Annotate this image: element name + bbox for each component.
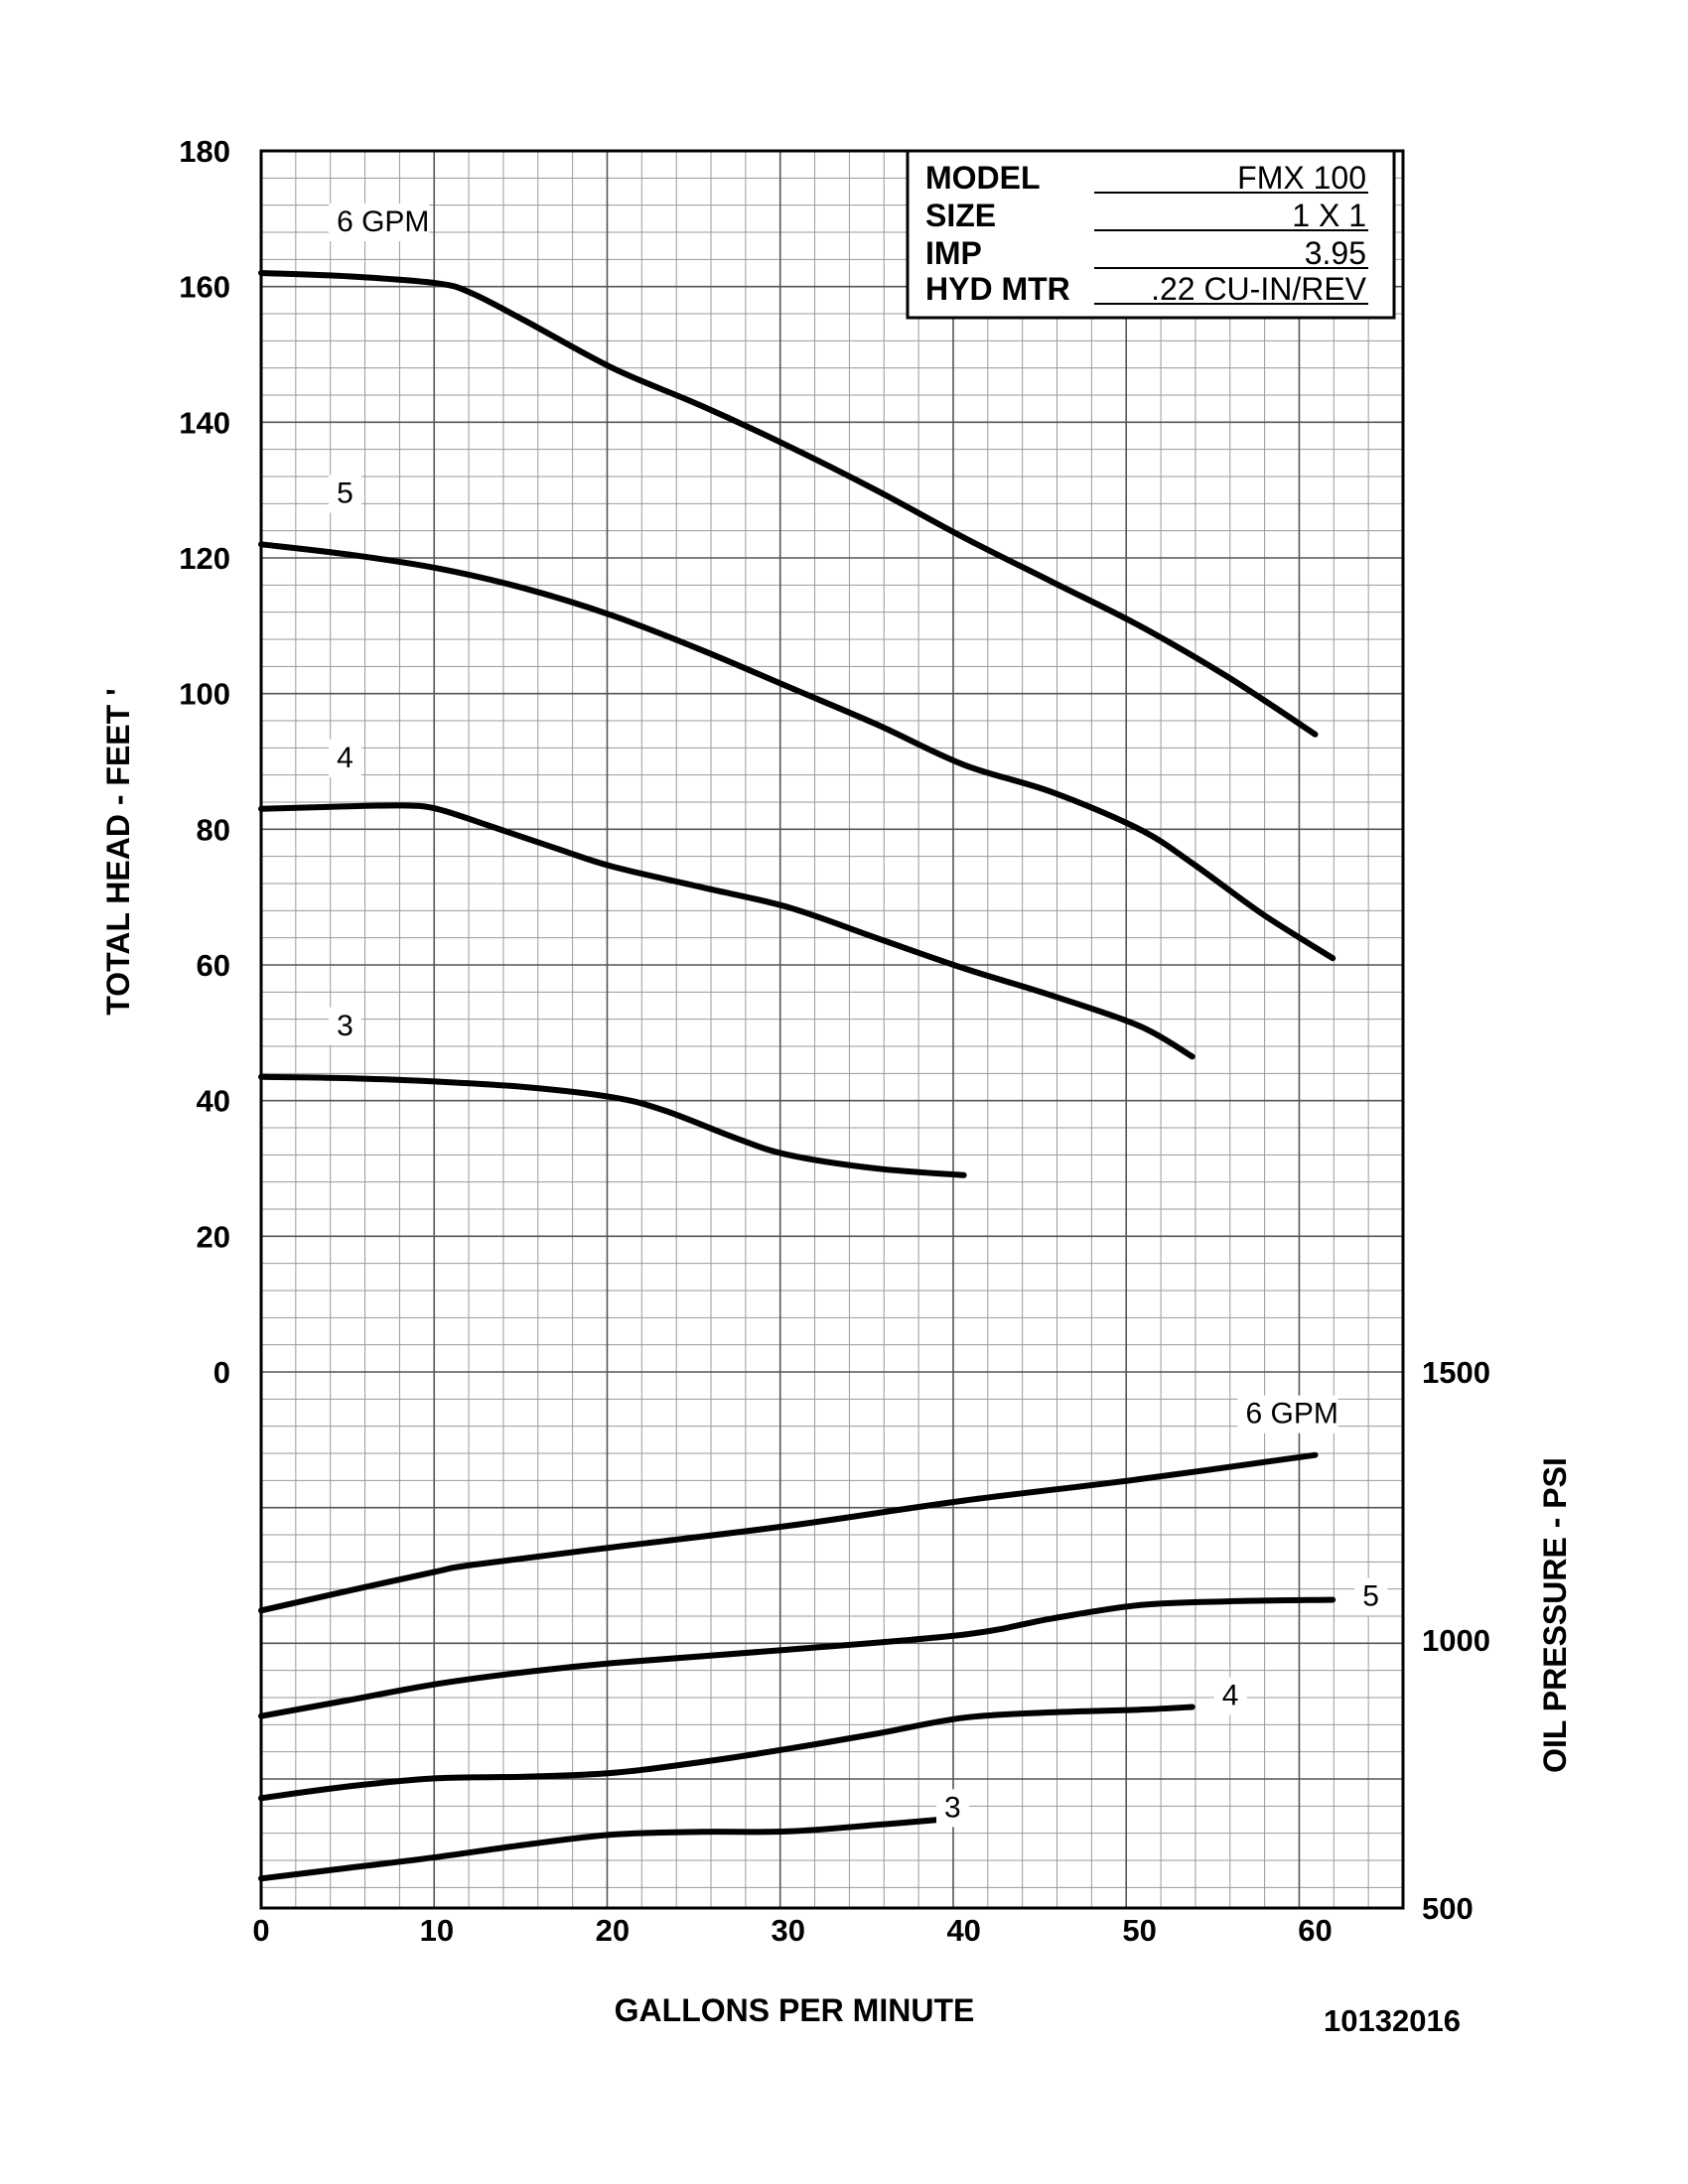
x-tick-label: 20 — [596, 1913, 630, 1948]
head-tick-label: 180 — [179, 134, 230, 169]
head-tick-label: 120 — [179, 541, 230, 576]
head-curve-label-4: 3 — [337, 1010, 353, 1042]
head-axis-title: TOTAL HEAD - FEET ' — [100, 688, 136, 1015]
head-curve-label-3: 4 — [337, 742, 353, 774]
head-tick-label: 80 — [197, 812, 230, 847]
spec-size-value: 1 X 1 — [1292, 198, 1366, 233]
pressure-curve-4 — [258, 1816, 949, 1882]
pressure-curve-label-4: 3 — [944, 1791, 961, 1824]
spec-imp-value: 3.95 — [1305, 235, 1366, 271]
head-tick-label: 140 — [179, 405, 230, 440]
pressure-curve-label-1-bg — [1237, 1395, 1338, 1433]
pressure-curve-label-2-bg — [1354, 1577, 1388, 1616]
head-curve-label-2: 5 — [337, 477, 353, 509]
head-curve-1 — [258, 270, 1319, 738]
head-curve-label-4-bg — [329, 1007, 362, 1045]
head-tick-label: 160 — [179, 270, 230, 305]
pressure-curve-1 — [258, 1451, 1319, 1614]
minor-grid — [261, 151, 1403, 1908]
head-tick-label: 100 — [179, 677, 230, 712]
head-curve-label-2-bg — [329, 475, 362, 513]
plot-frame — [259, 149, 1405, 1910]
head-curve-label-1: 6 GPM — [337, 205, 429, 238]
curve-group — [258, 270, 1336, 1882]
head-tick-label: 40 — [197, 1084, 230, 1119]
pressure-curve-label-3: 4 — [1222, 1680, 1239, 1712]
pressure-tick-label: 1500 — [1422, 1355, 1490, 1390]
spec-model-value: FMX 100 — [1237, 160, 1366, 196]
pressure-curve-label-4-bg — [936, 1789, 969, 1828]
curve-label-group: 6 GPM 5 4 3 6 GPM 5 4 3 — [329, 204, 1388, 1828]
x-tick-label: 0 — [252, 1913, 269, 1948]
spec-model-label: MODEL — [925, 160, 1041, 196]
x-tick-label: 50 — [1122, 1913, 1156, 1948]
spec-table: MODEL FMX 100 SIZE 1 X 1 IMP 3.95 HYD MT… — [906, 149, 1396, 320]
pressure-curve-3 — [258, 1704, 1196, 1802]
spec-table-border — [906, 149, 1396, 320]
head-tick-label: 0 — [213, 1355, 230, 1390]
spec-motor-label: HYD MTR — [925, 271, 1070, 307]
head-curve-label-3-bg — [329, 739, 362, 777]
pressure-tick-label: 1000 — [1422, 1623, 1490, 1658]
head-curve-2 — [258, 541, 1336, 962]
head-curve-label-1-bg — [329, 204, 430, 241]
document-code: 10132016 — [1324, 2003, 1461, 2038]
spec-size-label: SIZE — [925, 198, 996, 233]
pressure-tick-labels: 1500 1000 500 — [1422, 1355, 1490, 1926]
head-tick-label: 20 — [197, 1219, 230, 1254]
x-axis-title: GALLONS PER MINUTE — [615, 1992, 975, 2028]
pressure-curve-2 — [258, 1596, 1336, 1719]
spec-imp-label: IMP — [925, 235, 982, 271]
pressure-curve-label-2: 5 — [1362, 1580, 1379, 1613]
head-tick-label: 60 — [197, 948, 230, 983]
spec-motor-value: .22 CU-IN/REV — [1151, 271, 1367, 307]
head-tick-labels: 180 160 140 120 100 80 60 40 20 0 — [179, 134, 230, 1390]
x-tick-label: 40 — [946, 1913, 980, 1948]
head-curve-4 — [258, 1073, 967, 1178]
pressure-curve-label-3-bg — [1213, 1677, 1247, 1715]
head-curve-3 — [258, 802, 1196, 1060]
pressure-axis-title: OIL PRESSURE - PSI — [1537, 1457, 1573, 1773]
x-tick-label: 10 — [420, 1913, 454, 1948]
x-tick-labels: 0 10 20 30 40 50 60 — [252, 1913, 1332, 1948]
x-tick-label: 30 — [772, 1913, 805, 1948]
pressure-tick-label: 500 — [1422, 1891, 1474, 1926]
pressure-curve-label-1: 6 GPM — [1246, 1398, 1338, 1431]
x-tick-label: 60 — [1298, 1913, 1332, 1948]
